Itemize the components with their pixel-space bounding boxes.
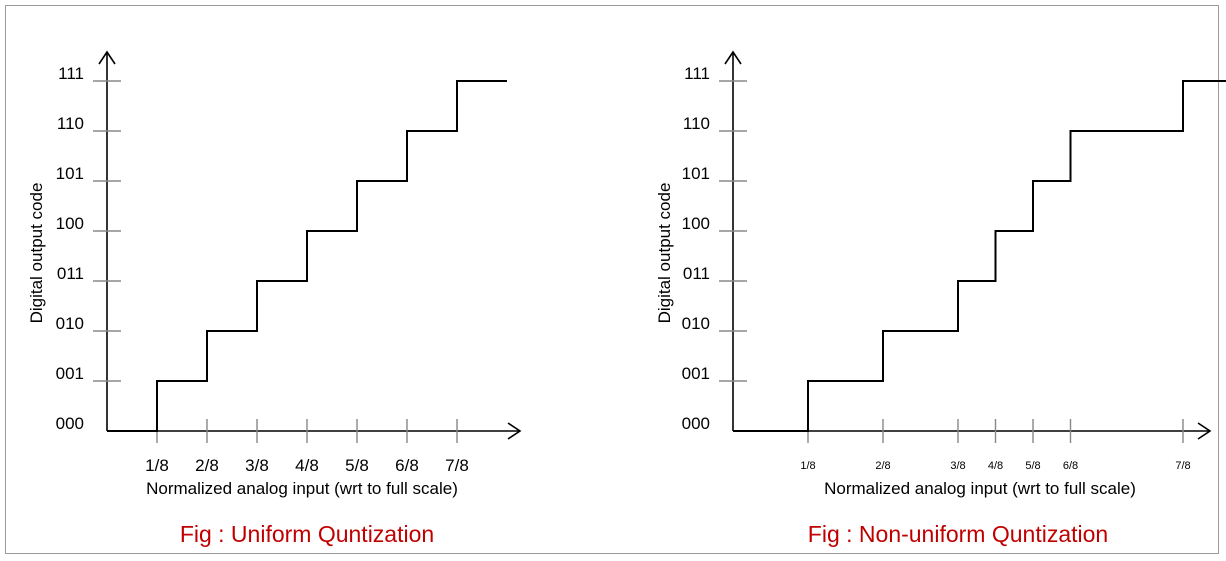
y-tick-label: 000 — [56, 414, 84, 433]
figure-frame — [5, 5, 1219, 554]
y-tick-label: 110 — [57, 114, 84, 133]
y-tick-label: 101 — [56, 164, 84, 183]
x-axis-arrow — [1197, 422, 1212, 440]
y-tick-label: 100 — [56, 214, 84, 233]
x-tick-label: 1/8 — [145, 456, 169, 475]
y-tick-label: 001 — [682, 364, 710, 383]
y-tick-label: 110 — [683, 114, 710, 133]
x-tick-label: 6/8 — [395, 456, 419, 475]
y-tick-label: 111 — [684, 64, 710, 83]
y-tick-label: 011 — [683, 264, 710, 283]
y-tick-label: 010 — [682, 314, 710, 333]
y-tick-label: 100 — [682, 214, 710, 233]
y-axis-label: Digital output code — [655, 183, 674, 324]
x-tick-label: 4/8 — [295, 456, 319, 475]
y-axis-arrow — [724, 50, 742, 65]
x-tick-label: 2/8 — [875, 460, 890, 472]
y-tick-label: 001 — [56, 364, 84, 383]
y-tick-label: 011 — [57, 264, 84, 283]
chart-1: 000 001 010 011 100 101 110 111 1/8 2/8 3/8 4/8 5/8 6… — [27, 50, 522, 547]
series-line — [107, 80, 507, 432]
y-tick-label: 010 — [56, 314, 84, 333]
chart-caption: Fig : Non-uniform Quntization — [808, 521, 1108, 547]
x-tick-label: 5/8 — [345, 456, 369, 475]
y-tick-label: 101 — [682, 164, 710, 183]
chart-caption: Fig : Uniform Quntization — [180, 521, 434, 547]
y-tick-label: 111 — [58, 64, 84, 83]
x-axis-arrow — [507, 422, 522, 440]
series-line — [733, 80, 1226, 432]
y-axis-arrow — [98, 50, 116, 65]
x-tick-label: 4/8 — [988, 460, 1003, 472]
chart-2: 000 001 010 011 100 101 110 111 1/8 2/8 3/8 4/8 5/8 6… — [655, 50, 1226, 547]
x-tick-label: 7/8 — [445, 456, 469, 475]
y-tick-label: 000 — [682, 414, 710, 433]
x-axis-label: Normalized analog input (wrt to full sca… — [824, 479, 1136, 498]
x-tick-label: 5/8 — [1025, 460, 1040, 472]
y-axis-label: Digital output code — [27, 183, 46, 324]
x-tick-label: 1/8 — [800, 460, 815, 472]
x-tick-label: 3/8 — [245, 456, 269, 475]
x-tick-label: 6/8 — [1063, 460, 1078, 472]
x-axis-label: Normalized analog input (wrt to full sca… — [146, 479, 458, 498]
x-tick-label: 2/8 — [195, 456, 219, 475]
x-tick-label: 7/8 — [1175, 460, 1190, 472]
x-tick-label: 3/8 — [950, 460, 965, 472]
